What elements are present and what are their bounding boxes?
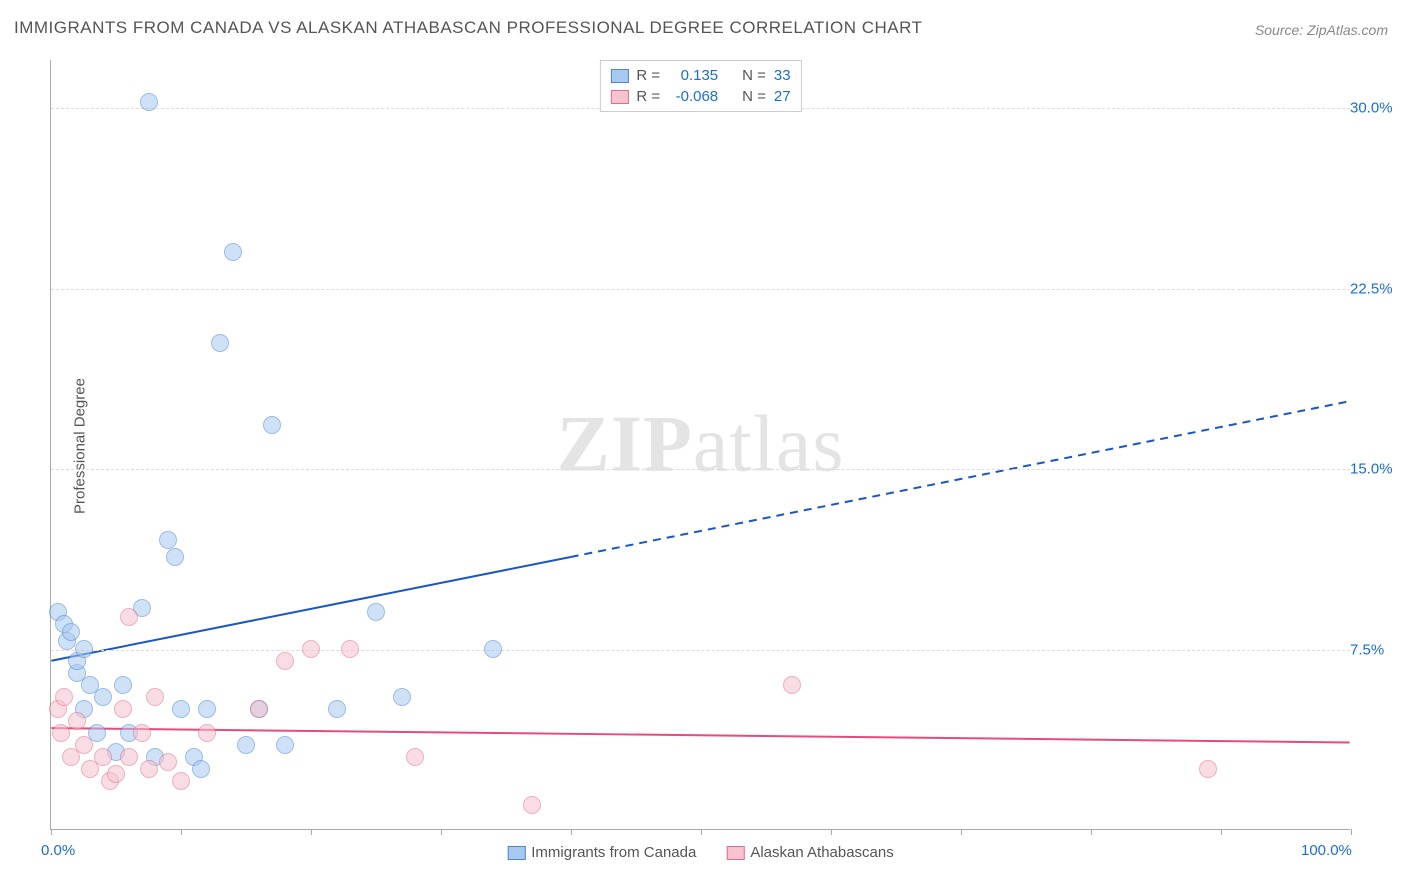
data-point-blue (393, 688, 411, 706)
x-tick-label: 0.0% (41, 842, 75, 859)
data-point-pink (120, 748, 138, 766)
y-tick-label: 30.0% (1350, 100, 1400, 117)
chart-container: IMMIGRANTS FROM CANADA VS ALASKAN ATHABA… (0, 0, 1406, 892)
gridline (51, 469, 1350, 470)
y-tick-label: 7.5% (1350, 641, 1400, 658)
legend-correlation: R = 0.135 N = 33 R = -0.068 N = 27 (599, 60, 801, 112)
y-tick-label: 15.0% (1350, 461, 1400, 478)
data-point-pink (52, 724, 70, 742)
legend-swatch-blue (610, 69, 628, 83)
r-value-blue: 0.135 (668, 67, 718, 84)
data-point-pink (146, 688, 164, 706)
n-value-pink: 27 (774, 88, 791, 105)
y-tick-label: 22.5% (1350, 280, 1400, 297)
data-point-pink (159, 753, 177, 771)
legend-series: Immigrants from Canada Alaskan Athabasca… (507, 844, 894, 861)
data-point-pink (120, 608, 138, 626)
data-point-pink (276, 652, 294, 670)
n-label: N = (742, 67, 766, 84)
data-point-blue (75, 640, 93, 658)
legend-swatch-blue-icon (507, 846, 525, 860)
data-point-blue (62, 623, 80, 641)
gridline (51, 289, 1350, 290)
legend-label-pink: Alaskan Athabascans (750, 844, 893, 861)
x-tick-label: 100.0% (1301, 842, 1352, 859)
data-point-blue (224, 243, 242, 261)
trend-line-blue-dashed (571, 401, 1350, 557)
source-label: Source: ZipAtlas.com (1255, 22, 1388, 38)
x-tick-mark (831, 829, 832, 835)
x-tick-mark (1351, 829, 1352, 835)
x-tick-mark (701, 829, 702, 835)
data-point-blue (263, 416, 281, 434)
chart-title: IMMIGRANTS FROM CANADA VS ALASKAN ATHABA… (14, 18, 922, 38)
n-label: N = (742, 88, 766, 105)
n-value-blue: 33 (774, 67, 791, 84)
data-point-pink (75, 736, 93, 754)
data-point-pink (250, 700, 268, 718)
data-point-blue (328, 700, 346, 718)
data-point-blue (198, 700, 216, 718)
data-point-pink (302, 640, 320, 658)
x-tick-mark (441, 829, 442, 835)
r-label: R = (636, 88, 660, 105)
data-point-pink (140, 760, 158, 778)
legend-swatch-pink-icon (726, 846, 744, 860)
x-tick-mark (51, 829, 52, 835)
legend-swatch-pink (610, 90, 628, 104)
data-point-pink (68, 712, 86, 730)
x-tick-mark (1221, 829, 1222, 835)
r-label: R = (636, 67, 660, 84)
data-point-pink (114, 700, 132, 718)
data-point-blue (172, 700, 190, 718)
data-point-blue (192, 760, 210, 778)
legend-item-blue: Immigrants from Canada (507, 844, 696, 861)
data-point-blue (114, 676, 132, 694)
x-tick-mark (181, 829, 182, 835)
data-point-pink (172, 772, 190, 790)
r-value-pink: -0.068 (668, 88, 718, 105)
data-point-pink (783, 676, 801, 694)
data-point-pink (107, 765, 125, 783)
legend-label-blue: Immigrants from Canada (531, 844, 696, 861)
data-point-pink (55, 688, 73, 706)
legend-item-pink: Alaskan Athabascans (726, 844, 893, 861)
data-point-blue (237, 736, 255, 754)
data-point-pink (523, 796, 541, 814)
data-point-pink (133, 724, 151, 742)
data-point-blue (94, 688, 112, 706)
x-tick-mark (1091, 829, 1092, 835)
data-point-blue (166, 548, 184, 566)
data-point-blue (484, 640, 502, 658)
data-point-blue (367, 603, 385, 621)
data-point-blue (159, 531, 177, 549)
data-point-pink (406, 748, 424, 766)
x-tick-mark (571, 829, 572, 835)
data-point-blue (140, 93, 158, 111)
x-tick-mark (961, 829, 962, 835)
data-point-blue (211, 334, 229, 352)
x-tick-mark (311, 829, 312, 835)
legend-row-blue: R = 0.135 N = 33 (610, 65, 790, 86)
data-point-pink (1199, 760, 1217, 778)
legend-row-pink: R = -0.068 N = 27 (610, 86, 790, 107)
plot-area: ZIPatlas R = 0.135 N = 33 R = -0.068 N =… (50, 60, 1350, 830)
data-point-pink (198, 724, 216, 742)
data-point-blue (276, 736, 294, 754)
data-point-pink (94, 748, 112, 766)
data-point-pink (341, 640, 359, 658)
trend-lines (51, 60, 1350, 829)
gridline (51, 650, 1350, 651)
